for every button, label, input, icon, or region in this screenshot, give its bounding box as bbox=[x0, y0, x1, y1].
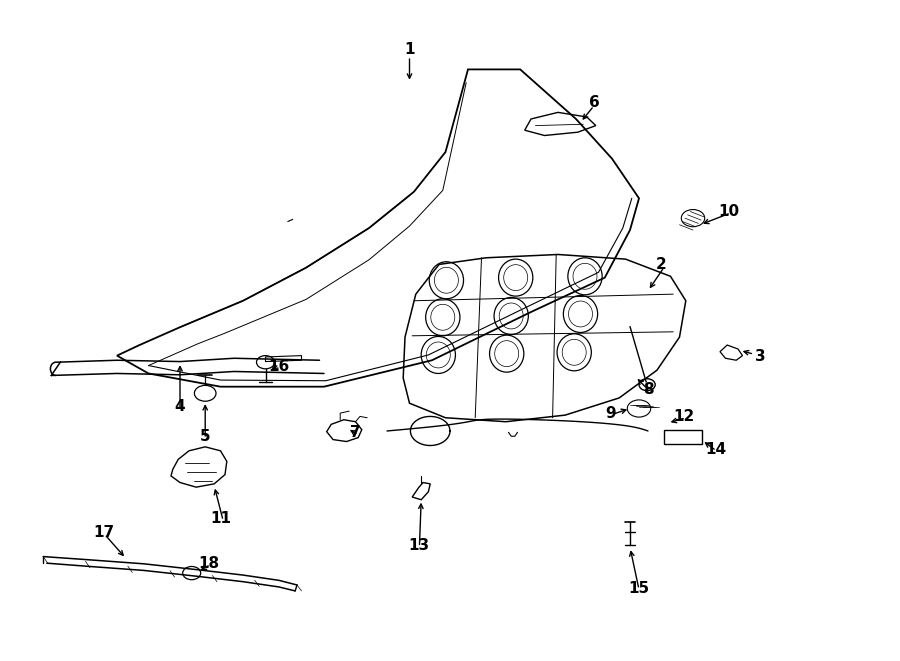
Text: 14: 14 bbox=[705, 442, 726, 457]
Text: 9: 9 bbox=[605, 406, 616, 420]
Text: 10: 10 bbox=[718, 204, 740, 219]
Text: 4: 4 bbox=[175, 399, 185, 414]
Text: 11: 11 bbox=[210, 512, 231, 526]
Text: 15: 15 bbox=[628, 581, 650, 596]
Text: 8: 8 bbox=[643, 383, 653, 397]
Text: 12: 12 bbox=[673, 409, 695, 424]
Text: 16: 16 bbox=[268, 360, 290, 374]
Text: 6: 6 bbox=[589, 95, 599, 110]
Text: 5: 5 bbox=[200, 429, 211, 444]
Text: 7: 7 bbox=[350, 426, 361, 440]
Text: 3: 3 bbox=[755, 350, 766, 364]
Text: 18: 18 bbox=[198, 556, 220, 570]
Text: 17: 17 bbox=[93, 525, 114, 539]
Text: 13: 13 bbox=[408, 538, 429, 553]
Text: 1: 1 bbox=[404, 42, 415, 57]
Text: 2: 2 bbox=[656, 257, 667, 272]
